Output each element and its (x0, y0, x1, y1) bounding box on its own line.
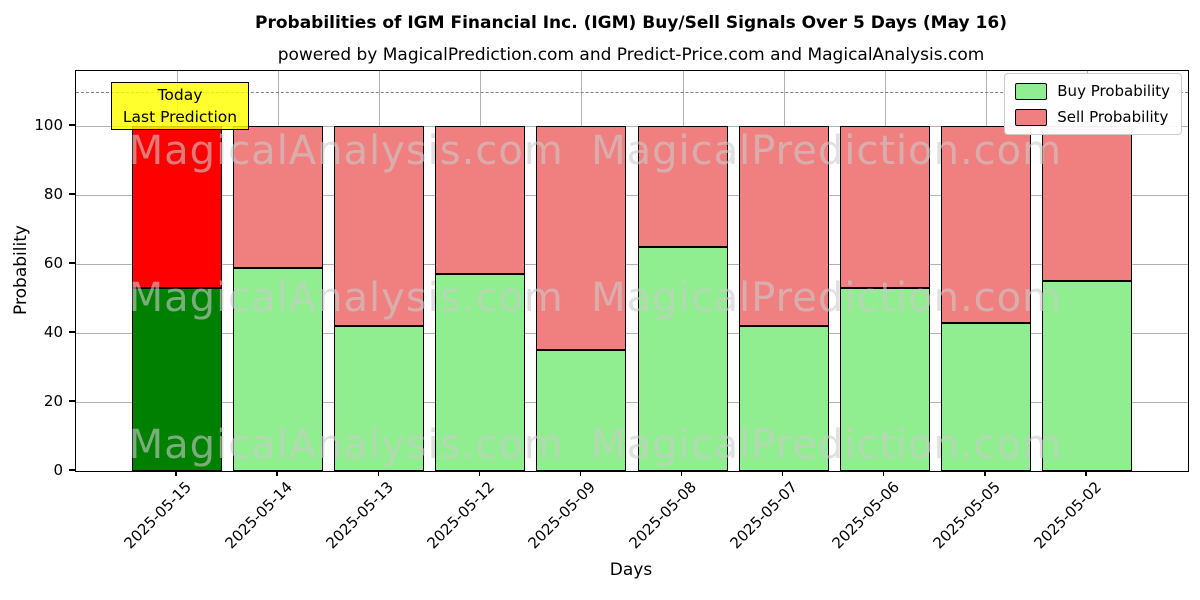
bar-segment-buy (637, 246, 728, 471)
legend: Buy Probability Sell Probability (1004, 73, 1182, 135)
bar-segment-buy (435, 274, 526, 471)
x-tick-label: 2025-05-06 (828, 478, 903, 553)
x-tick-mark (276, 470, 278, 476)
bar-segment-sell (132, 126, 223, 289)
y-tick-label: 60 (43, 254, 63, 273)
bar-segment-sell (637, 126, 728, 247)
x-tick-label: 2025-05-07 (726, 478, 802, 553)
x-tick-label: 2025-05-12 (423, 478, 499, 553)
bar-segment-sell (738, 126, 829, 327)
h-gridline (76, 264, 1188, 266)
bar-2025-05-13 (334, 126, 425, 471)
x-tick-label: 2025-05-08 (625, 478, 701, 553)
plot-area: Today Last Prediction Buy Probability Se… (75, 70, 1189, 472)
bar-2025-05-12 (435, 126, 526, 471)
x-tick-label: 2025-05-14 (221, 478, 296, 553)
watermark-magicalanalysis: MagicalAnalysis.com (128, 128, 564, 174)
x-axis: 2025-05-15 2025-05-14 2025-05-13 2025-05-12… (75, 470, 1187, 600)
x-tick-label: 2025-05-05 (929, 478, 1004, 553)
x-tick-label: 2025-05-02 (1030, 478, 1105, 553)
y-tick-mark (69, 400, 75, 402)
x-axis-label: Days (609, 560, 653, 580)
y-tick-label: 20 (43, 392, 63, 411)
bar-segment-buy (536, 350, 627, 471)
bar-segment-buy (1041, 281, 1132, 471)
bar-segment-sell (839, 126, 930, 289)
x-tick-mark (377, 470, 379, 476)
bar-2025-05-09 (536, 126, 627, 471)
bar-segment-buy (839, 288, 930, 471)
annotation-line2: Last Prediction (122, 108, 238, 126)
bar-2025-05-05 (940, 126, 1031, 471)
y-tick-label: 100 (34, 116, 63, 135)
watermark-magicalprediction: MagicalPrediction.com (591, 422, 1063, 468)
x-tick-mark (680, 470, 683, 476)
bar-segment-sell (536, 126, 627, 351)
reference-dashed-line (76, 91, 1188, 93)
bar-2025-05-06 (839, 126, 930, 471)
h-gridline (76, 195, 1188, 197)
x-tick-mark (1085, 470, 1087, 476)
bar-2025-05-07 (738, 126, 829, 471)
legend-label-buy: Buy Probability (1057, 82, 1170, 100)
watermark-magicalprediction: MagicalPrediction.com (591, 128, 1063, 174)
y-tick-mark (69, 124, 75, 126)
y-tick-mark (69, 331, 75, 333)
x-tick-mark (579, 470, 582, 476)
bar-segment-sell (940, 126, 1031, 323)
bar-segment-buy (738, 326, 829, 471)
h-gridline (76, 333, 1188, 335)
x-tick-mark (883, 470, 885, 476)
legend-swatch-sell (1015, 108, 1048, 126)
bar-segment-sell (435, 126, 526, 275)
watermark-magicalprediction: MagicalPrediction.com (591, 274, 1063, 321)
watermark-magicalanalysis: MagicalAnalysis.com (128, 274, 564, 321)
x-tick-mark (984, 470, 986, 476)
bar-segment-buy (233, 267, 324, 471)
bar-2025-05-02 (1041, 126, 1132, 471)
bar-segment-buy (132, 288, 223, 471)
legend-swatch-buy (1015, 82, 1048, 100)
h-gridline (76, 402, 1188, 404)
y-tick-label: 80 (43, 185, 63, 204)
watermark-magicalanalysis: MagicalAnalysis.com (128, 422, 564, 468)
bar-segment-sell (334, 126, 425, 327)
y-tick-mark (69, 469, 75, 471)
legend-entry-buy: Buy Probability (1015, 82, 1170, 100)
bar-2025-05-15 (132, 126, 223, 471)
h-gridline (76, 126, 1188, 128)
bar-2025-05-08 (637, 126, 728, 471)
today-annotation: Today Last Prediction (111, 82, 249, 130)
bar-segment-buy (940, 322, 1031, 471)
x-tick-mark (175, 470, 177, 476)
y-tick-label: 0 (53, 461, 63, 479)
y-tick-mark (69, 262, 75, 264)
x-tick-mark (478, 470, 481, 476)
legend-label-sell: Sell Probability (1057, 108, 1169, 126)
legend-entry-sell: Sell Probability (1015, 108, 1170, 126)
x-tick-mark (781, 470, 784, 476)
annotation-line1: Today (157, 86, 203, 104)
chart-subtitle: powered by MagicalPrediction.com and Pre… (277, 45, 985, 65)
y-axis: 0 20 40 60 80 100 (0, 70, 75, 479)
bar-2025-05-14 (233, 126, 324, 471)
chart-title: Probabilities of IGM Financial Inc. (IGM… (255, 13, 1007, 33)
y-tick-label: 40 (43, 323, 63, 342)
y-tick-mark (69, 193, 75, 195)
bar-segment-sell (233, 126, 324, 268)
x-tick-label: 2025-05-15 (120, 478, 195, 553)
x-tick-label: 2025-05-09 (524, 478, 600, 553)
bar-segment-buy (334, 326, 425, 471)
x-tick-label: 2025-05-13 (322, 478, 398, 553)
